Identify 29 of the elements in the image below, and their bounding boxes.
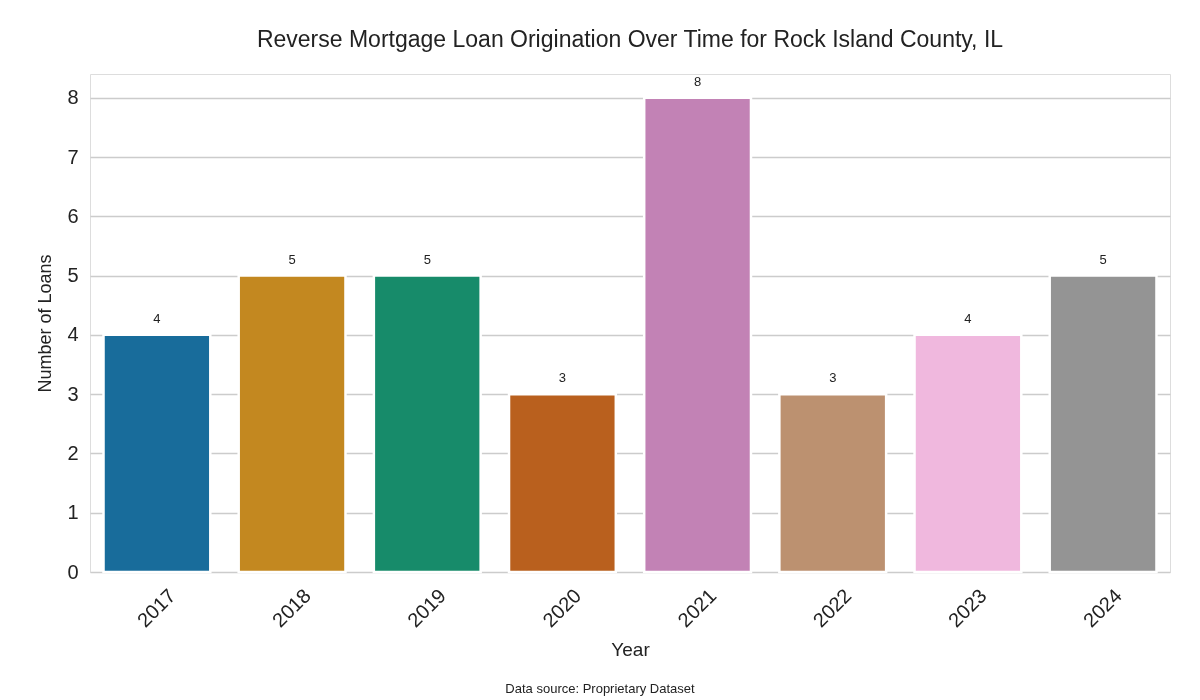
data-label: 5	[423, 251, 431, 267]
data-label: 4	[964, 310, 972, 326]
bar	[102, 333, 212, 574]
bar	[372, 274, 482, 574]
bar	[778, 392, 888, 574]
source-note: Data source: Proprietary Dataset	[505, 681, 696, 696]
data-label: 8	[693, 73, 702, 89]
data-label: 5	[288, 251, 296, 267]
bar	[913, 333, 1023, 574]
y-tick-label: 3	[67, 382, 79, 405]
data-label: 3	[829, 370, 837, 386]
bar	[642, 96, 753, 574]
y-tick-label: 1	[67, 501, 79, 524]
y-tick-label: 5	[67, 264, 79, 287]
y-tick-label: 6	[67, 204, 79, 227]
y-axis-title: Number of Loans	[35, 254, 56, 393]
y-tick-label: 4	[67, 323, 79, 346]
data-label: 4	[153, 310, 161, 326]
y-tick-label: 0	[67, 560, 79, 583]
data-label: 5	[1099, 251, 1107, 267]
data-label: 3	[558, 370, 567, 386]
y-tick-label: 7	[67, 145, 79, 168]
bar	[1048, 274, 1158, 574]
x-axis-title: Year	[611, 639, 651, 661]
bar	[237, 274, 347, 574]
y-tick-label: 8	[67, 86, 79, 109]
bar	[507, 392, 618, 574]
chart-title: Reverse Mortgage Loan Origination Over Time for Rock Island County, IL	[256, 26, 1004, 52]
y-tick-label: 2	[67, 441, 79, 464]
